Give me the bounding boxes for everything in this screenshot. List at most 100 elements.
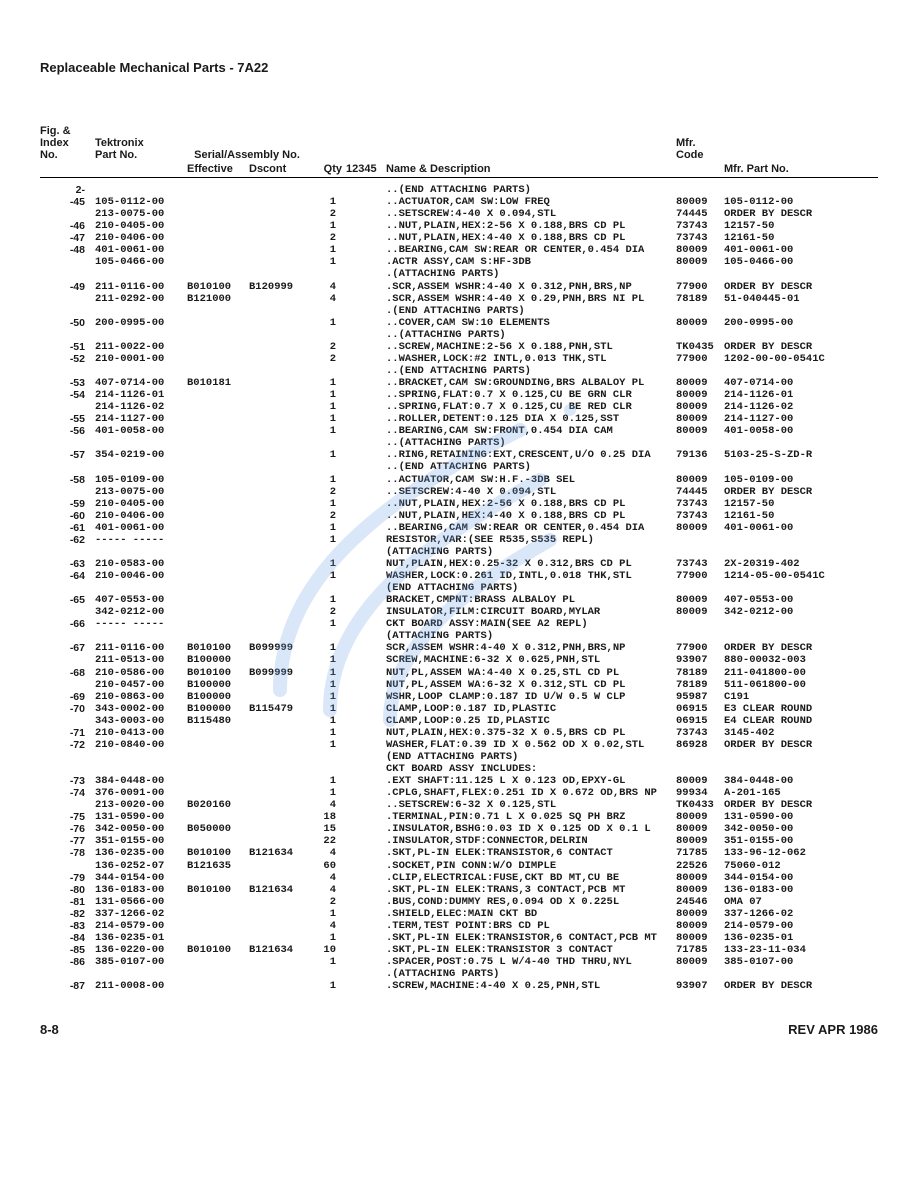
cell-name: .SKT,PL-IN ELEK:TRANSISTOR,6 CONTACT,PCB… (386, 932, 676, 944)
cell-part: 210-0840-00 (95, 739, 187, 751)
cell-qty: 1 (311, 654, 346, 666)
cell-name: INSULATOR,FILM:CIRCUIT BOARD,MYLAR (386, 606, 676, 618)
cell-dsc (249, 389, 311, 401)
cell-qty (311, 184, 346, 196)
cell-qty: 1 (311, 642, 346, 654)
cell-12345 (346, 522, 386, 534)
cell-eff (187, 353, 249, 365)
table-row: -45105-0112-001..ACTUATOR,CAM SW:LOW FRE… (40, 196, 878, 208)
cell-mfrp: 344-0154-00 (724, 872, 878, 884)
cell-dsc (249, 232, 311, 244)
cell-qty: 1 (311, 618, 346, 630)
cell-eff: B010181 (187, 377, 249, 389)
cell-mfrc: 95987 (676, 691, 724, 703)
cell-eff (187, 968, 249, 980)
cell-12345 (346, 281, 386, 293)
cell-qty: 1 (311, 908, 346, 920)
cell-mfrc: 73743 (676, 727, 724, 739)
table-row: 211-0292-00B1210004.SCR,ASSEM WSHR:4-40 … (40, 293, 878, 305)
cell-name: .TERMINAL,PIN:0.71 L X 0.025 SQ PH BRZ (386, 811, 676, 823)
table-row: -78136-0235-00B010100B1216344.SKT,PL-IN … (40, 847, 878, 859)
cell-part: 344-0154-00 (95, 872, 187, 884)
cell-mfrc (676, 618, 724, 630)
cell-eff (187, 594, 249, 606)
cell-part: 136-0235-01 (95, 932, 187, 944)
cell-part: 401-0061-00 (95, 244, 187, 256)
cell-mfrc: 80009 (676, 932, 724, 944)
cell-name: .SHIELD,ELEC:MAIN CKT BD (386, 908, 676, 920)
table-row: ..(ATTACHING PARTS) (40, 329, 878, 341)
cell-part: 376-0091-00 (95, 787, 187, 799)
cell-part: 210-0405-00 (95, 498, 187, 510)
cell-eff (187, 449, 249, 461)
table-row: ..(ATTACHING PARTS) (40, 437, 878, 449)
cell-mfrc: 71785 (676, 944, 724, 956)
cell-mfrc: 80009 (676, 244, 724, 256)
cell-eff (187, 546, 249, 558)
cell-index (40, 305, 95, 317)
cell-dsc (249, 256, 311, 268)
cell-dsc (249, 437, 311, 449)
cell-dsc (249, 932, 311, 944)
cell-index: -72 (40, 739, 95, 751)
table-row: -68210-0586-00B010100B0999991NUT,PL,ASSE… (40, 667, 878, 679)
cell-mfrc (676, 437, 724, 449)
cell-index: -51 (40, 341, 95, 353)
cell-mfrp: 337-1266-02 (724, 908, 878, 920)
table-row: -86385-0107-001.SPACER,POST:0.75 L W/4-4… (40, 956, 878, 968)
cell-12345 (346, 546, 386, 558)
table-row: CKT BOARD ASSY INCLUDES: (40, 763, 878, 775)
cell-eff (187, 498, 249, 510)
cell-part: 210-0457-00 (95, 679, 187, 691)
cell-dsc (249, 510, 311, 522)
cell-mfrp (724, 546, 878, 558)
cell-qty: 1 (311, 667, 346, 679)
cell-name: .SCR,ASSEM WSHR:4-40 X 0.312,PNH,BRS,NP (386, 281, 676, 293)
cell-part (95, 546, 187, 558)
cell-mfrp: 511-061800-00 (724, 679, 878, 691)
cell-mfrp: ORDER BY DESCR (724, 208, 878, 220)
cell-eff (187, 787, 249, 799)
cell-dsc (249, 691, 311, 703)
cell-qty (311, 630, 346, 642)
cell-12345 (346, 377, 386, 389)
cell-qty: 1 (311, 498, 346, 510)
cell-eff (187, 763, 249, 775)
cell-part: 342-0050-00 (95, 823, 187, 835)
cell-part: 214-1127-00 (95, 413, 187, 425)
cell-name: WASHER,FLAT:0.39 ID X 0.562 OD X 0.02,ST… (386, 739, 676, 751)
cell-part: 407-0553-00 (95, 594, 187, 606)
table-row: -51211-0022-002..SCREW,MACHINE:2-56 X 0.… (40, 341, 878, 353)
cell-dsc (249, 618, 311, 630)
cell-12345 (346, 437, 386, 449)
cell-name: NUT,PL,ASSEM WA:6-32 X 0.312,STL CD PL (386, 679, 676, 691)
cell-index (40, 751, 95, 763)
table-row: -50200-0995-001..COVER,CAM SW:10 ELEMENT… (40, 317, 878, 329)
cell-index: -69 (40, 691, 95, 703)
cell-part: 351-0155-00 (95, 835, 187, 847)
cell-name: .(ATTACHING PARTS) (386, 968, 676, 980)
cell-12345 (346, 196, 386, 208)
table-row: (ATTACHING PARTS) (40, 630, 878, 642)
cell-dsc (249, 449, 311, 461)
cell-eff (187, 232, 249, 244)
cell-mfrc: 06915 (676, 715, 724, 727)
cell-part: 136-0183-00 (95, 884, 187, 896)
cell-part (95, 751, 187, 763)
cell-mfrp: E3 CLEAR ROUND (724, 703, 878, 715)
cell-index: -82 (40, 908, 95, 920)
cell-qty: 1 (311, 775, 346, 787)
table-row: -47210-0406-002..NUT,PLAIN,HEX:4-40 X 0.… (40, 232, 878, 244)
cell-qty: 2 (311, 353, 346, 365)
cell-mfrp: 131-0590-00 (724, 811, 878, 823)
cell-12345 (346, 667, 386, 679)
cell-eff (187, 582, 249, 594)
cell-mfrp (724, 618, 878, 630)
cell-part: 210-0001-00 (95, 353, 187, 365)
cell-name: ..SCREW,MACHINE:2-56 X 0.188,PNH,STL (386, 341, 676, 353)
cell-mfrp: 407-0714-00 (724, 377, 878, 389)
cell-mfrp (724, 268, 878, 280)
cell-12345 (346, 835, 386, 847)
cell-dsc (249, 546, 311, 558)
cell-qty: 1 (311, 703, 346, 715)
